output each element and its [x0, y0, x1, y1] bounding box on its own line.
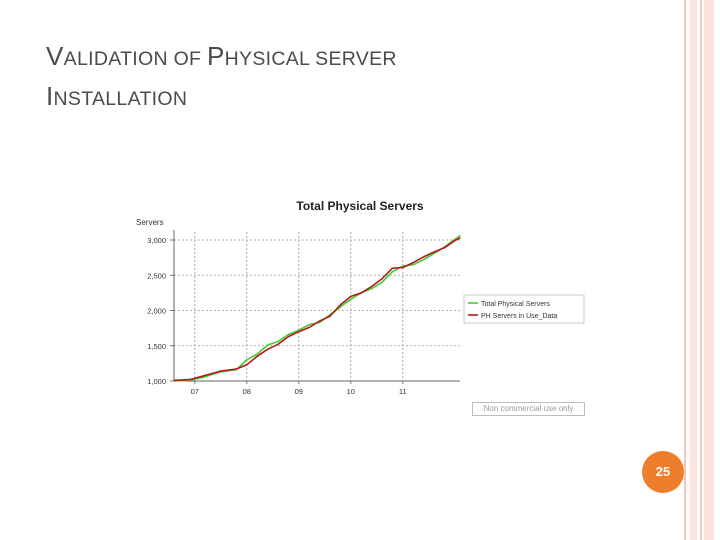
- x-tick-label-2: 09: [295, 387, 303, 396]
- x-tick-label-1: 08: [243, 387, 251, 396]
- series-1-point-17: [371, 285, 373, 288]
- series-0-point-7: [267, 344, 269, 346]
- series-0-point-17: [371, 288, 373, 290]
- series-0-point-19: [391, 271, 393, 273]
- series-0-point-9: [287, 333, 289, 336]
- watermark-label: Non commercial use only: [472, 402, 585, 416]
- series-1-point-16: [360, 292, 362, 294]
- series-0-point-11: [308, 324, 310, 326]
- series-1-point-14: [339, 304, 341, 306]
- title-text-3: NSTALLATION: [53, 88, 188, 110]
- series-0-point-10: [298, 329, 300, 331]
- series-0-point-26: [459, 235, 461, 237]
- x-tick-label-0: 07: [191, 387, 199, 396]
- x-tick-label-3: 10: [347, 387, 355, 396]
- series-1-point-1: [189, 378, 191, 381]
- series-1-point-13: [329, 315, 331, 317]
- series-1-point-0: [173, 379, 175, 381]
- series-0-point-23: [433, 252, 435, 254]
- series-0-point-2: [204, 376, 206, 378]
- series-1-point-23: [433, 251, 435, 253]
- series-1-point-12: [319, 320, 321, 322]
- series-1-point-25: [454, 240, 456, 242]
- series-0-point-25: [454, 238, 456, 240]
- series-1-point-5: [246, 364, 248, 366]
- x-tick-label-4: 11: [399, 387, 407, 396]
- series-1-point-21: [412, 261, 414, 264]
- series-1-point-26: [459, 237, 461, 239]
- slide-number-badge: 25: [642, 451, 684, 493]
- chart-title: Total Physical Servers: [296, 199, 424, 213]
- series-0-point-20: [402, 265, 404, 267]
- series-0-point-5: [246, 359, 248, 361]
- legend-box: [463, 294, 585, 324]
- title-cap-p: P: [206, 41, 225, 71]
- series-1-point-20: [402, 266, 404, 269]
- series-1-point-19: [391, 267, 393, 269]
- title-text-2: HYSICAL SERVER: [224, 48, 397, 70]
- y-tick-label-0: 1,000: [147, 377, 166, 386]
- y-axis-label: Servers: [136, 218, 164, 227]
- series-line-1: [173, 237, 461, 382]
- y-tick-label-4: 3,000: [147, 236, 166, 245]
- series-1-point-9: [287, 335, 289, 338]
- slide-title-line-2: INSTALLATION: [46, 78, 646, 118]
- series-0-point-8: [277, 340, 279, 343]
- legend-label-0: Total Physical Servers: [481, 301, 550, 308]
- series-0-point-15: [350, 298, 352, 300]
- decor-rail-pink-2: [700, 0, 702, 540]
- y-tick-label-1: 1,500: [147, 342, 166, 351]
- title-cap-i: I: [46, 81, 54, 111]
- series-1-point-6: [256, 355, 258, 357]
- series-0-point-21: [412, 264, 414, 266]
- series-0-point-18: [381, 281, 383, 283]
- series-1-point-22: [423, 256, 425, 258]
- series-1-point-4: [235, 368, 237, 370]
- series-line-0: [173, 235, 461, 382]
- title-cap-v: V: [46, 41, 64, 71]
- slide-title: VALIDATION OF PHYSICAL SERVER INSTALLATI…: [46, 38, 646, 118]
- decor-rail-light-2: [704, 0, 714, 540]
- decor-rail-light: [690, 0, 697, 540]
- series-1-point-15: [350, 295, 352, 297]
- series-1-point-7: [267, 348, 269, 350]
- series-1-point-10: [298, 331, 300, 333]
- y-tick-label-2: 2,000: [147, 307, 166, 316]
- series-1-point-11: [308, 326, 310, 329]
- series-0-point-22: [423, 259, 425, 261]
- series-1-point-2: [204, 374, 206, 376]
- series-1-point-18: [381, 278, 383, 280]
- series-1-point-3: [220, 370, 222, 372]
- legend-label-1: PH Servers in Use_Data: [481, 313, 557, 320]
- series-0-point-14: [339, 306, 341, 308]
- series-1-point-24: [443, 247, 445, 249]
- decor-rail-pink: [684, 0, 686, 540]
- series-0-point-6: [256, 353, 258, 355]
- line-chart: Total Physical Servers Servers 1,000 1,500 2…: [136, 199, 585, 396]
- title-text-1: ALIDATION OF: [63, 48, 207, 70]
- slide-title-line-1: VALIDATION OF PHYSICAL SERVER: [46, 38, 646, 78]
- series-1-point-8: [277, 343, 279, 345]
- y-tick-label-3: 2,500: [147, 271, 166, 280]
